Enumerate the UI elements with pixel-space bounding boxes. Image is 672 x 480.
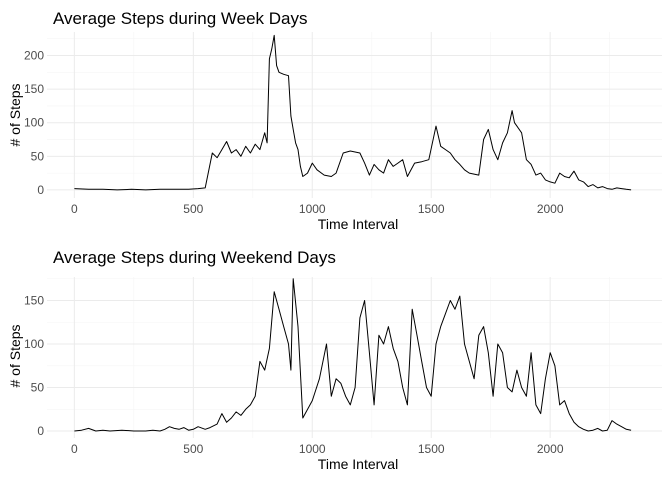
weekend-x-tick-label: 1500 [418,442,445,456]
weekday-y-tick-label: 100 [24,116,44,130]
weekend-y-axis-label: # of Steps [7,324,23,387]
weekend-chart-title: Average Steps during Weekend Days [53,248,336,267]
weekday-steps-line [74,34,632,191]
weekend-x-axis-label: Time Interval [318,456,398,472]
weekend-steps-line [74,278,632,432]
weekend-x-tick-label: 2000 [537,442,564,456]
weekend-y-tick-label: 50 [31,381,45,395]
weekend-x-ticks: 0 500 1000 1500 2000 [71,442,564,456]
weekday-y-tick-label: 150 [24,82,44,96]
weekend-y-tick-label: 0 [37,424,44,438]
weekday-x-tick-label: 1000 [299,202,326,216]
weekday-x-tick-label: 1500 [418,202,445,216]
weekday-panel: Average Steps during Week Days 0 500 1000 1… [7,9,662,232]
weekend-panel: Average Steps during Weekend Days 0 500 10… [7,248,662,472]
weekend-y-tick-label: 100 [24,337,44,351]
weekday-x-tick-label: 0 [71,202,78,216]
weekend-grid [47,277,662,438]
weekend-x-tick-label: 500 [183,442,203,456]
weekday-x-ticks: 0 500 1000 1500 2000 [71,202,564,216]
weekday-grid [47,32,662,198]
weekday-y-ticks: 0 50 100 150 200 [24,49,44,197]
weekday-x-axis-label: Time Interval [318,216,398,232]
weekday-chart-title: Average Steps during Week Days [53,9,308,28]
weekday-x-tick-label: 2000 [537,202,564,216]
weekday-y-tick-label: 0 [37,183,44,197]
weekend-x-tick-label: 0 [71,442,78,456]
weekday-y-axis-label: # of Steps [7,83,23,146]
weekend-y-tick-label: 150 [24,293,44,307]
weekday-x-tick-label: 500 [183,202,203,216]
weekend-y-ticks: 0 50 100 150 [24,293,44,438]
weekday-y-tick-label: 200 [24,49,44,63]
weekend-x-tick-label: 1000 [299,442,326,456]
weekday-y-tick-label: 50 [31,149,45,163]
